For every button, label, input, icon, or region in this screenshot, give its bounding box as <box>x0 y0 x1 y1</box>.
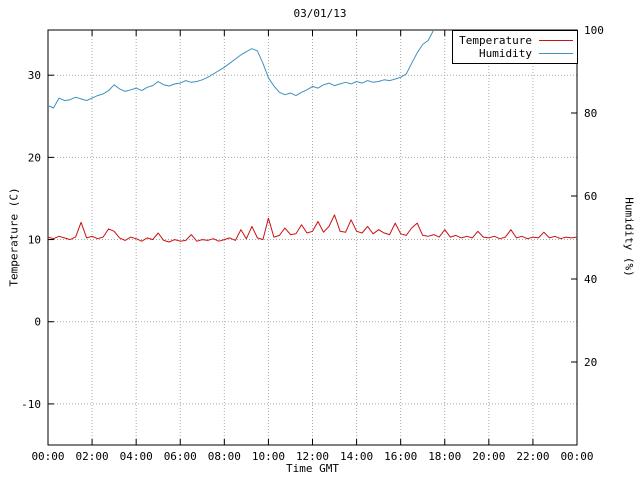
x-tick-label: 18:00 <box>428 450 461 463</box>
legend-item-humidity: Humidity <box>457 47 573 60</box>
x-tick-label: 10:00 <box>252 450 285 463</box>
chart-title: 03/01/13 <box>293 7 347 20</box>
right-tick-label: 80 <box>584 107 597 120</box>
left-tick-label: -10 <box>21 398 41 411</box>
x-tick-label: 06:00 <box>164 450 197 463</box>
left-tick-label: 0 <box>34 316 41 329</box>
x-tick-label: 04:00 <box>120 450 153 463</box>
x-tick-label: 20:00 <box>472 450 505 463</box>
x-tick-label: 08:00 <box>208 450 241 463</box>
x-tick-label: 22:00 <box>516 450 549 463</box>
x-tick-label: 16:00 <box>384 450 417 463</box>
x-axis-label: Time GMT <box>286 462 339 475</box>
left-tick-label: 30 <box>28 69 41 82</box>
right-tick-label: 100 <box>584 24 604 37</box>
legend-label-humidity: Humidity <box>479 47 532 60</box>
right-axis-label: Humidity (%) <box>622 197 636 277</box>
temperature-line <box>47 214 578 243</box>
x-tick-label: 02:00 <box>76 450 109 463</box>
chart-legend: Temperature Humidity <box>452 30 578 64</box>
x-tick-label: 14:00 <box>340 450 373 463</box>
legend-line-temperature <box>539 40 573 41</box>
legend-label-temperature: Temperature <box>459 34 532 47</box>
x-tick-label: 12:00 <box>296 450 329 463</box>
right-tick-label: 20 <box>584 356 597 369</box>
left-tick-label: 10 <box>28 234 41 247</box>
legend-item-temperature: Temperature <box>457 34 573 47</box>
right-tick-label: 40 <box>584 273 597 286</box>
left-axis-label: Temperature (C) <box>7 187 21 287</box>
x-tick-label: 00:00 <box>560 450 593 463</box>
humidity-line <box>47 29 435 109</box>
right-tick-label: 60 <box>584 190 597 203</box>
legend-line-humidity <box>539 53 573 54</box>
x-tick-label: 00:00 <box>31 450 64 463</box>
left-tick-label: 20 <box>28 151 41 164</box>
